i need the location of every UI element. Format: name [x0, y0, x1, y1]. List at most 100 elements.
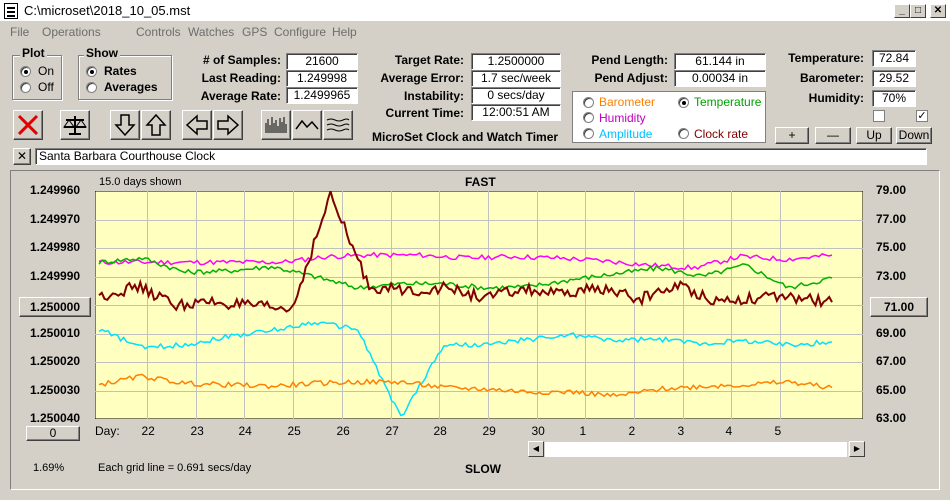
balance-button[interactable] — [60, 110, 90, 140]
x-tick-label: 25 — [287, 424, 301, 438]
percent-label: 1.69% — [33, 462, 65, 474]
x-tick-label: 28 — [433, 424, 447, 438]
window-title: C:\microset\2018_10_05.mst — [24, 3, 191, 18]
fast-label: FAST — [465, 175, 496, 189]
humidity-field: 70% — [872, 90, 916, 107]
temperature-option[interactable]: Temperature — [694, 95, 762, 109]
barometer-field: 29.52 — [872, 70, 916, 87]
clock-rate-radio[interactable] — [678, 128, 689, 139]
clock-rate-option[interactable]: Clock rate — [694, 127, 749, 141]
right-tick-label: 79.00 — [876, 183, 907, 197]
scroll-thumb[interactable] — [544, 441, 848, 458]
bars-icon — [265, 117, 287, 133]
amplitude-radio[interactable] — [583, 128, 594, 139]
app-name: MicroSet Clock and Watch Timer — [372, 130, 559, 144]
maximize-button[interactable]: □ — [910, 4, 926, 18]
left-tick-label: 1.250020 — [30, 354, 81, 368]
humidity-option[interactable]: Humidity — [599, 111, 646, 125]
minimize-button[interactable]: _ — [894, 4, 910, 18]
target-rate-field: 1.2500000 — [471, 53, 561, 70]
series-line-0 — [98, 251, 833, 271]
right-tick-label: 69.00 — [876, 325, 907, 340]
temp-value-button[interactable]: 71.00 — [870, 297, 928, 317]
arrow-right-button[interactable] — [213, 110, 243, 140]
plot-off-radio[interactable] — [20, 82, 31, 93]
current-time-field: 12:00:51 AM — [471, 104, 561, 121]
checkbox-2[interactable]: ✓ — [916, 110, 928, 122]
close-window-button[interactable]: ✕ — [930, 4, 946, 18]
clock-name-field[interactable]: Santa Barbara Courthouse Clock — [35, 148, 927, 165]
amplitude-option[interactable]: Amplitude — [599, 127, 653, 141]
x-tick-label: 2 — [628, 424, 636, 438]
plot-on-radio[interactable] — [20, 66, 31, 77]
up-button[interactable]: Up — [856, 127, 892, 144]
menu-gps[interactable]: GPS — [242, 25, 268, 39]
pend-length-field: 61.144 in — [674, 53, 766, 70]
down-button[interactable]: Down — [896, 127, 932, 144]
pend-adjust-field: 0.00034 in — [674, 70, 766, 87]
x-tick-label: 4 — [725, 424, 733, 438]
arrow-up-button[interactable] — [141, 110, 171, 140]
checkbox-1[interactable] — [873, 110, 885, 122]
close-clock-button[interactable]: ✕ — [13, 148, 31, 165]
series-selector — [572, 91, 766, 143]
menu-operations[interactable]: Operations — [42, 25, 101, 39]
average-error-field: 1.7 sec/week — [471, 70, 561, 87]
left-tick-label: 1.250010 — [30, 325, 81, 340]
show-averages-radio[interactable] — [86, 82, 97, 93]
scroll-left-button[interactable]: ◀ — [528, 441, 544, 457]
minus-button[interactable]: — — [815, 127, 851, 144]
temperature-field: 72.84 — [872, 50, 916, 67]
samples-field: 21600 — [286, 53, 358, 70]
bars-view-button[interactable] — [261, 110, 291, 140]
grid-note: Each grid line = 0.691 secs/day — [98, 462, 252, 474]
lines-view-button[interactable] — [323, 110, 353, 140]
average-rate-label: Average Rate: — [200, 89, 281, 103]
barometer-radio[interactable] — [583, 97, 594, 108]
x-tick-label: 1 — [579, 424, 587, 438]
right-tick-label: 73.00 — [876, 268, 907, 283]
last-reading-label: Last Reading: — [201, 71, 281, 85]
offset-button[interactable]: 0 — [26, 426, 80, 441]
lines-icon — [326, 118, 350, 132]
temperature-radio[interactable] — [678, 97, 689, 108]
app-icon — [4, 3, 18, 19]
show-rates-label: Rates — [104, 64, 137, 78]
left-tick-label: 1.249960 — [30, 183, 81, 197]
x-tick-label: 22 — [141, 424, 155, 438]
x-tick-label: 27 — [385, 424, 399, 438]
humidity-label: Humidity: — [808, 91, 864, 105]
barometer-option[interactable]: Barometer — [599, 95, 656, 109]
menu-help[interactable]: Help — [332, 25, 357, 39]
stop-button[interactable] — [13, 110, 43, 140]
rate-value-button[interactable]: 1.250000 — [19, 297, 91, 317]
right-tick-label: 75.00 — [876, 240, 907, 254]
title-bar: C:\microset\2018_10_05.mst _ □ ✕ — [0, 0, 950, 22]
stop-icon — [17, 114, 39, 136]
scroll-right-button[interactable]: ▶ — [849, 441, 865, 457]
left-tick-label: 1.249980 — [30, 240, 81, 254]
series-line-3 — [98, 321, 833, 417]
menu-watches[interactable]: Watches — [188, 25, 235, 39]
plot-off-label: Off — [38, 80, 54, 94]
show-rates-radio[interactable] — [86, 66, 97, 77]
menu-file[interactable]: File — [10, 25, 30, 39]
slow-label: SLOW — [465, 462, 501, 476]
menu-controls[interactable]: Controls — [136, 25, 181, 39]
humidity-radio[interactable] — [583, 112, 594, 123]
wave-view-button[interactable] — [292, 110, 322, 140]
right-tick-label: 67.00 — [876, 354, 907, 368]
x-tick-label: 3 — [677, 424, 685, 438]
menu-configure[interactable]: Configure — [274, 25, 327, 39]
plot-group — [12, 55, 62, 100]
right-tick-label: 77.00 — [876, 211, 907, 226]
right-tick-label: 65.00 — [876, 382, 907, 397]
series-line-2 — [98, 191, 833, 313]
average-rate-field: 1.2499965 — [286, 87, 358, 104]
plus-button[interactable]: + — [775, 127, 809, 144]
temperature-label: Temperature: — [788, 51, 864, 65]
show-group — [78, 55, 172, 100]
arrow-left-button[interactable] — [182, 110, 212, 140]
pend-length-label: Pend Length: — [591, 53, 668, 67]
arrow-down-button[interactable] — [110, 110, 140, 140]
